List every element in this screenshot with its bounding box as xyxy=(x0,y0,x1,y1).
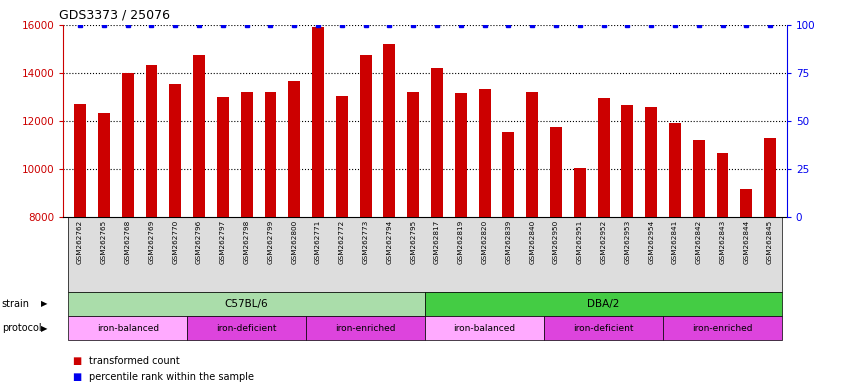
Bar xyxy=(526,92,538,217)
Bar xyxy=(669,123,681,217)
Bar xyxy=(740,189,752,217)
Bar xyxy=(503,132,514,217)
Bar xyxy=(717,153,728,217)
Bar xyxy=(241,92,253,217)
Text: strain: strain xyxy=(2,299,30,309)
Text: ■: ■ xyxy=(72,372,81,382)
Text: iron-deficient: iron-deficient xyxy=(217,324,277,333)
Text: GDS3373 / 25076: GDS3373 / 25076 xyxy=(59,8,170,21)
Bar xyxy=(312,27,324,217)
Bar xyxy=(693,140,705,217)
Bar xyxy=(122,73,134,217)
Text: ▶: ▶ xyxy=(41,324,48,333)
Bar xyxy=(98,113,110,217)
Text: ▶: ▶ xyxy=(41,300,48,308)
Text: iron-deficient: iron-deficient xyxy=(574,324,634,333)
Text: iron-enriched: iron-enriched xyxy=(692,324,753,333)
Bar xyxy=(74,104,86,217)
Text: transformed count: transformed count xyxy=(89,356,179,366)
Bar xyxy=(764,138,776,217)
Bar xyxy=(597,98,609,217)
Bar xyxy=(550,127,562,217)
Bar xyxy=(455,93,467,217)
Text: C57BL/6: C57BL/6 xyxy=(225,299,268,309)
Bar xyxy=(574,168,585,217)
Bar xyxy=(336,96,348,217)
Bar xyxy=(431,68,443,217)
Text: protocol: protocol xyxy=(2,323,41,333)
Bar xyxy=(217,97,228,217)
Bar xyxy=(360,55,371,217)
Text: ■: ■ xyxy=(72,356,81,366)
Bar xyxy=(383,44,395,217)
Text: percentile rank within the sample: percentile rank within the sample xyxy=(89,372,254,382)
Bar xyxy=(288,81,300,217)
Bar xyxy=(265,92,277,217)
Text: iron-balanced: iron-balanced xyxy=(96,324,159,333)
Text: DBA/2: DBA/2 xyxy=(587,299,620,309)
Bar xyxy=(622,105,634,217)
Text: iron-balanced: iron-balanced xyxy=(453,324,516,333)
Bar xyxy=(169,84,181,217)
Text: iron-enriched: iron-enriched xyxy=(335,324,396,333)
Bar xyxy=(193,55,205,217)
Bar xyxy=(407,92,419,217)
Bar xyxy=(479,89,491,217)
Bar xyxy=(146,65,157,217)
Bar xyxy=(645,107,657,217)
